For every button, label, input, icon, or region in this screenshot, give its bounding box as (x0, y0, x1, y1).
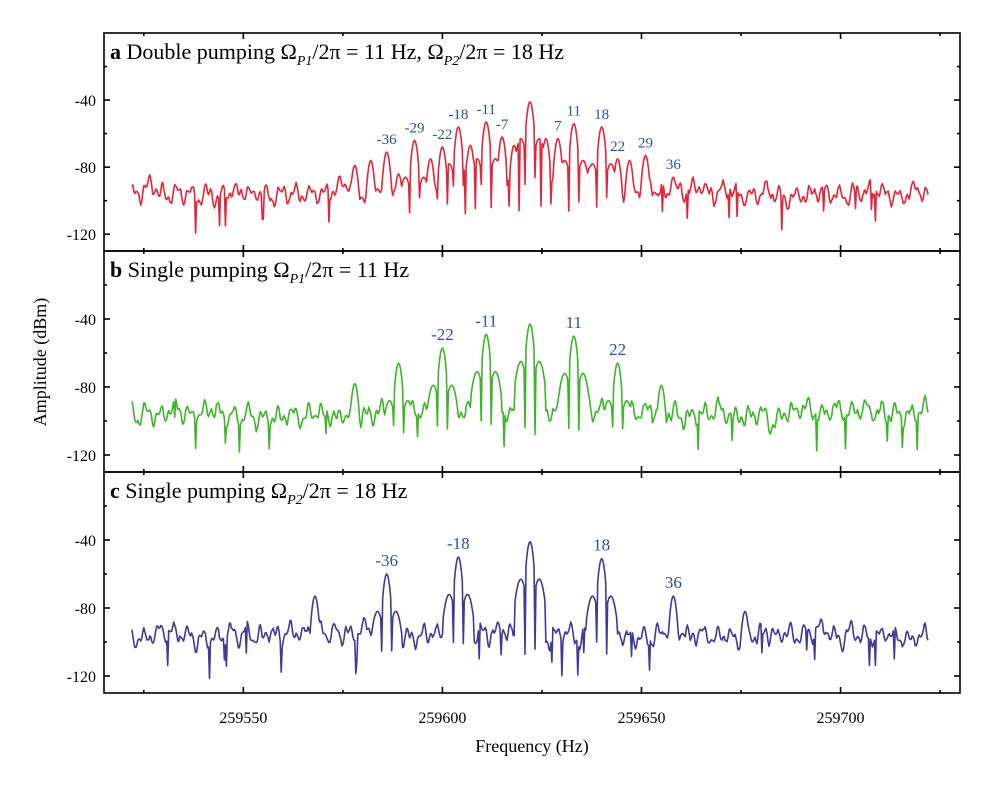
peak-label: 36 (666, 157, 682, 173)
peak-label: -22 (431, 325, 454, 344)
spectrum-trace (131, 540, 929, 680)
title-part: Single pumping Ω (128, 257, 290, 282)
panel-frame (103, 250, 961, 473)
x-tick-label: 259650 (617, 710, 665, 727)
peak-label: -36 (375, 551, 398, 570)
x-axis-label: Frequency (Hz) (475, 736, 588, 757)
panel-a: -40 -80 -120 a Double pumping ΩP1/2π = 11 H… (67, 32, 961, 252)
title-subscript: P1 (289, 272, 306, 287)
peak-label: 11 (567, 104, 581, 120)
peak-label: 36 (665, 573, 682, 592)
panel-c: -40 -80 -120 c Single pumping ΩP2/2π = 18 H… (67, 471, 961, 727)
y-tick-label: -40 (75, 533, 96, 550)
title-subscript: P2 (286, 493, 303, 508)
y-tick-label: -80 (75, 380, 96, 397)
panel-b: -40 -80 -120 b Single pumping ΩP1/2π = 11 H… (67, 250, 961, 473)
title-part: /2π = 11 Hz (305, 257, 409, 282)
peak-label: 18 (593, 536, 610, 555)
y-tick-label: -120 (67, 669, 96, 686)
peak-label: 18 (594, 107, 609, 123)
peak-label: -11 (476, 102, 495, 118)
x-tick-label: 259600 (418, 710, 466, 727)
x-tick-label: 259700 (817, 710, 865, 727)
panel-frame (103, 32, 961, 252)
title-subscript: P2 (443, 54, 460, 69)
panel-letter: c (110, 478, 125, 503)
peak-label: -18 (448, 107, 468, 123)
peak-label: 29 (638, 135, 653, 151)
panel-title: b Single pumping ΩP1/2π = 11 Hz (110, 257, 409, 287)
peak-label: -18 (447, 534, 470, 553)
spectrum-trace (131, 101, 929, 234)
panel-title: c Single pumping ΩP2/2π = 18 Hz (110, 478, 408, 508)
peak-label: 22 (609, 340, 626, 359)
y-tick-label: -40 (75, 93, 96, 110)
spectrum-trace (131, 323, 929, 453)
peak-label: 11 (566, 313, 582, 332)
y-tick-label: -80 (75, 160, 96, 177)
title-subscript: P1 (296, 54, 313, 69)
peak-label: -29 (405, 120, 425, 136)
peak-label: 7 (554, 119, 562, 135)
panel-title: a Double pumping ΩP1/2π = 11 Hz, ΩP2/2π … (110, 39, 564, 69)
y-tick-label: -40 (75, 312, 96, 329)
panel-letter: b (110, 257, 128, 282)
y-tick-label: -120 (67, 448, 96, 465)
title-part: /2π = 11 Hz, Ω (312, 39, 443, 64)
title-part: /2π = 18 Hz (303, 478, 408, 503)
peak-label: -22 (432, 127, 452, 143)
panel-frame (103, 471, 961, 694)
y-axis-label: Amplitude (dBm) (30, 298, 51, 427)
peak-label: 22 (610, 139, 625, 155)
peak-label: -36 (377, 132, 397, 148)
x-tick-label: 259550 (219, 710, 267, 727)
peak-label: -7 (496, 117, 509, 133)
peak-label: -11 (475, 311, 497, 330)
title-part: Single pumping Ω (125, 478, 287, 503)
y-tick-label: -120 (67, 227, 96, 244)
title-part: /2π = 18 Hz (459, 39, 564, 64)
panel-letter: a (110, 39, 127, 64)
title-part: Double pumping Ω (127, 39, 297, 64)
y-tick-label: -80 (75, 601, 96, 618)
